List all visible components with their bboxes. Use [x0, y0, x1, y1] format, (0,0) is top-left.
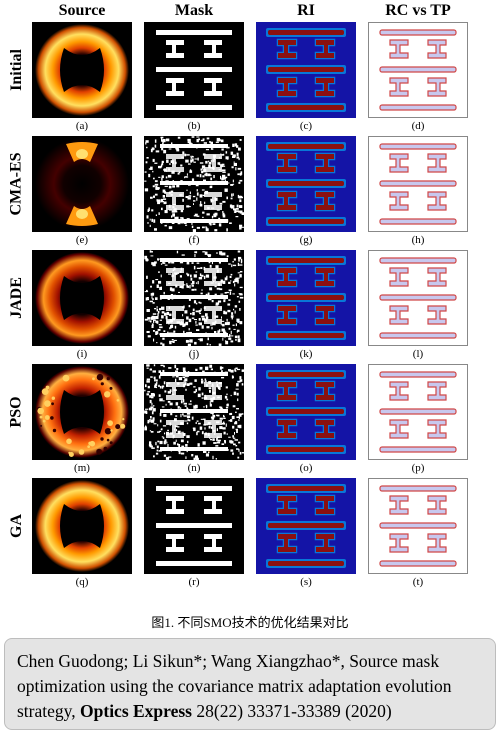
- row-label-text: CMA-ES: [8, 152, 26, 216]
- column-header-source: Source: [58, 2, 106, 19]
- row-label-text: Initial: [8, 49, 26, 91]
- subfigure-caption: (o): [299, 462, 313, 474]
- row-label-cma-es: CMA-ES: [4, 136, 30, 232]
- ri-image: [256, 478, 356, 574]
- row-label-pso: PSO: [4, 364, 30, 460]
- ri-image: [256, 136, 356, 232]
- rc-vs-tp-image: [368, 250, 468, 346]
- rc-vs-tp-image: [368, 22, 468, 118]
- mask-image: [144, 478, 244, 574]
- column-header-mask: Mask: [174, 2, 214, 19]
- ri-image: [256, 22, 356, 118]
- subfigure-caption: (a): [75, 120, 89, 132]
- row-label-text: GA: [8, 514, 25, 538]
- subfigure-caption: (d): [411, 120, 425, 132]
- subfigure-caption: (p): [411, 462, 425, 474]
- source-image: [32, 22, 132, 118]
- citation-box: Chen Guodong; Li Sikun*; Wang Xiangzhao*…: [4, 638, 496, 730]
- figure-caption: 图1. 不同SMO技术的优化结果对比: [151, 615, 349, 630]
- mask-image: [144, 136, 244, 232]
- subfigure-caption: (c): [299, 120, 313, 132]
- subfigure-caption: (m): [74, 462, 90, 474]
- rc-vs-tp-image: [368, 136, 468, 232]
- row-label-text: PSO: [8, 396, 25, 428]
- subfigure-caption: (q): [75, 576, 89, 588]
- column-header-ri: RI: [297, 2, 315, 19]
- row-label-ga: GA: [4, 478, 30, 574]
- mask-image: [144, 22, 244, 118]
- ri-image: [256, 250, 356, 346]
- subfigure-caption: (t): [412, 576, 424, 588]
- source-image: [32, 364, 132, 460]
- citation-title: Source mask optimization using the covar…: [17, 651, 452, 721]
- subfigure-caption: (f): [188, 234, 200, 246]
- source-image: [32, 478, 132, 574]
- citation-authors: Chen Guodong; Li Sikun*; Wang Xiangzhao*…: [17, 651, 345, 671]
- row-label-text: JADE: [8, 277, 25, 319]
- rc-vs-tp-image: [368, 478, 468, 574]
- subfigure-caption: (h): [411, 234, 425, 246]
- subfigure-caption: (i): [76, 348, 88, 360]
- ri-image: [256, 364, 356, 460]
- subfigure-caption: (e): [75, 234, 89, 246]
- subfigure-caption: (j): [188, 348, 200, 360]
- subfigure-caption: (n): [187, 462, 201, 474]
- citation-journal: Optics Express: [80, 701, 192, 721]
- row-label-initial: Initial: [4, 22, 30, 118]
- source-image: [32, 136, 132, 232]
- subfigure-caption: (l): [412, 348, 424, 360]
- mask-image: [144, 364, 244, 460]
- mask-image: [144, 250, 244, 346]
- subfigure-caption: (b): [187, 120, 201, 132]
- subfigure-caption: (s): [300, 576, 312, 588]
- row-label-jade: JADE: [4, 250, 30, 346]
- subfigure-caption: (g): [299, 234, 313, 246]
- rc-vs-tp-image: [368, 364, 468, 460]
- subfigure-caption: (r): [188, 576, 200, 588]
- column-header-rc-vs-tp: RC vs TP: [385, 2, 451, 19]
- citation-details: 28(22) 33371-33389 (2020): [196, 701, 392, 721]
- subfigure-caption: (k): [299, 348, 313, 360]
- source-image: [32, 250, 132, 346]
